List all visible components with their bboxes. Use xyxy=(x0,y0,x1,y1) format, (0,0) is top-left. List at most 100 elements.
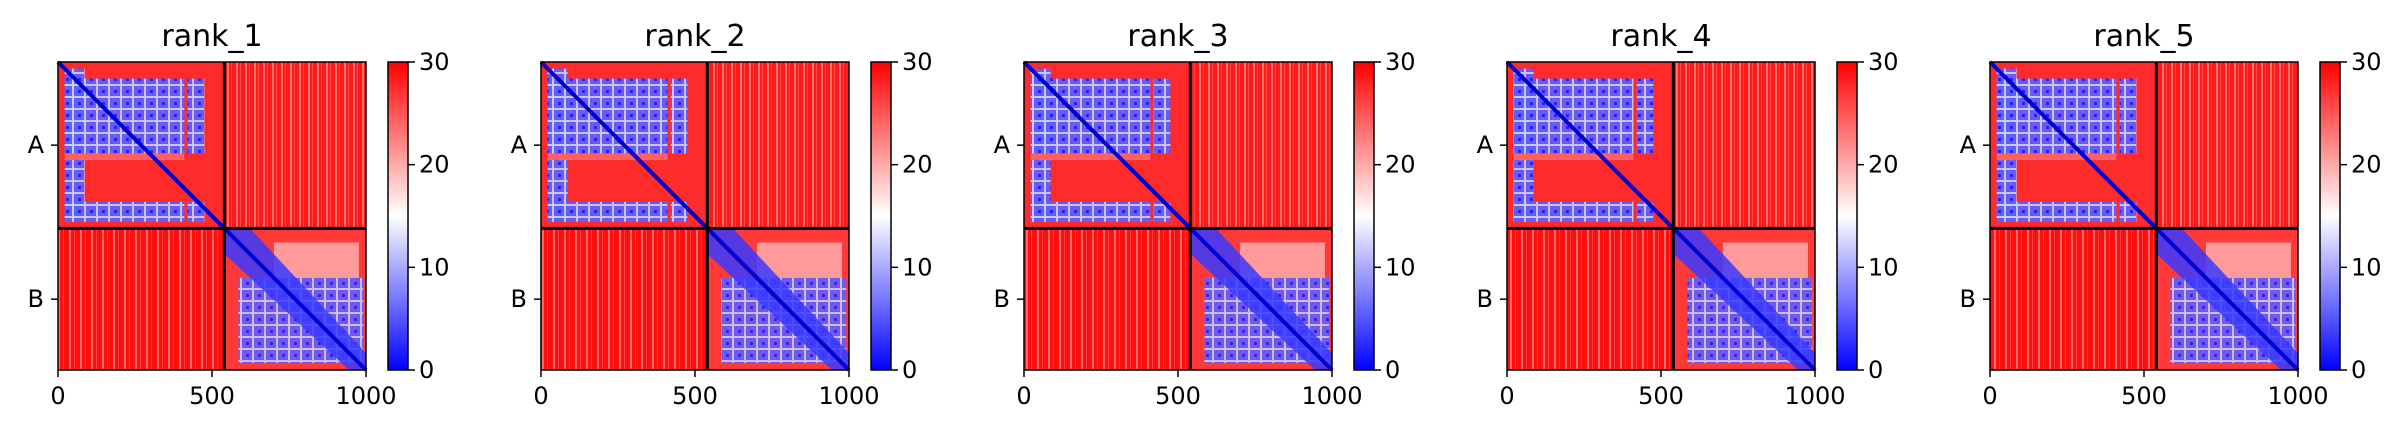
heatmap-aa-region-5 xyxy=(64,68,85,222)
heatmap-aa-region-3 xyxy=(547,201,668,222)
heatmap-aa-diagonal xyxy=(56,60,226,230)
colorbar xyxy=(387,61,409,371)
chain-label: B xyxy=(511,285,527,313)
heatmap-aa-gap xyxy=(1513,153,1634,161)
heatmap-block-ba xyxy=(1507,228,1674,370)
heatmap-block-ba xyxy=(58,228,225,370)
heatmap-aa-region-3 xyxy=(1030,201,1151,222)
x-tick-label: 0 xyxy=(1016,382,1031,410)
heatmap-aa-region-2 xyxy=(187,78,205,154)
x-tick-label: 0 xyxy=(533,382,548,410)
chain-label: A xyxy=(1477,131,1494,159)
chain-label: A xyxy=(511,131,528,159)
heatmap-aa-gap xyxy=(1996,153,2117,161)
panel-5: rank_5 0 500 1000 A B 0 10 20 30 xyxy=(1960,19,2382,410)
heatmap-aa-region-2 xyxy=(670,78,688,154)
colorbar xyxy=(2319,61,2341,371)
heatmap-aa-gap xyxy=(64,153,185,161)
heatmap-bb-diagonal xyxy=(2154,226,2300,372)
heatmap-aa-region-2 xyxy=(1636,78,1654,154)
heatmap-aa-region-5 xyxy=(1513,68,1534,222)
colorbar xyxy=(1836,61,1858,371)
chain-label: B xyxy=(28,285,44,313)
x-tick-label: 500 xyxy=(1638,382,1684,410)
heatmap-bb-diagonal xyxy=(1671,226,1817,372)
chain-label: A xyxy=(1960,131,1977,159)
x-tick-label: 1000 xyxy=(1784,382,1845,410)
colorbar-tick-label: 30 xyxy=(1868,48,1899,76)
colorbar-tick-label: 10 xyxy=(1385,253,1416,281)
heatmap-bb-diagonal xyxy=(705,226,851,372)
chain-label: A xyxy=(28,131,45,159)
x-tick-label: 500 xyxy=(1155,382,1201,410)
heatmap-block-ba xyxy=(541,228,708,370)
colorbar-tick-label: 10 xyxy=(902,253,933,281)
chain-label: B xyxy=(1477,285,1493,313)
panel-title: rank_4 xyxy=(1610,19,1711,54)
heatmap-aa-diagonal xyxy=(539,60,709,230)
colorbar xyxy=(870,61,892,371)
heatmap-block-ba xyxy=(1990,228,2157,370)
chain-label: B xyxy=(1960,285,1976,313)
colorbar-tick-label: 10 xyxy=(2351,253,2382,281)
heatmap-block-ab xyxy=(1673,62,1815,229)
colorbar-tick-label: 30 xyxy=(2351,48,2382,76)
chain-label: B xyxy=(994,285,1010,313)
heatmap-aa-region-5 xyxy=(547,68,568,222)
colorbar-tick-label: 0 xyxy=(419,356,434,384)
colorbar-tick-label: 20 xyxy=(2351,151,2382,179)
colorbar-tick-label: 10 xyxy=(1868,253,1899,281)
heatmap-block-ba xyxy=(1024,228,1191,370)
panel-title: rank_1 xyxy=(161,19,262,54)
heatmap-aa-region-5 xyxy=(1996,68,2017,222)
panel-4: rank_4 0 500 1000 A B 0 10 20 30 xyxy=(1477,19,1899,410)
x-tick-label: 500 xyxy=(2121,382,2167,410)
panel-1: rank_1 0 500 1000 A B 0 10 20 30 xyxy=(28,19,450,410)
colorbar-tick-label: 20 xyxy=(419,151,450,179)
x-tick-label: 1000 xyxy=(2267,382,2328,410)
colorbar-tick-label: 0 xyxy=(902,356,917,384)
colorbar xyxy=(1353,61,1375,371)
panel-2: rank_2 0 500 1000 A B 0 10 20 30 xyxy=(511,19,933,410)
colorbar-tick-label: 0 xyxy=(2351,356,2366,384)
x-tick-label: 0 xyxy=(1982,382,1997,410)
heatmap-aa-diagonal xyxy=(1022,60,1192,230)
x-tick-label: 0 xyxy=(50,382,65,410)
colorbar-tick-label: 0 xyxy=(1385,356,1400,384)
heatmap-aa-gap xyxy=(1030,153,1151,161)
colorbar-tick-label: 30 xyxy=(902,48,933,76)
colorbar-tick-label: 20 xyxy=(902,151,933,179)
x-tick-label: 500 xyxy=(189,382,235,410)
heatmap-aa-region-3 xyxy=(1996,201,2117,222)
x-tick-label: 0 xyxy=(1499,382,1514,410)
heatmap-block-ab xyxy=(224,62,366,229)
heatmap-block-ab xyxy=(707,62,849,229)
colorbar-tick-label: 20 xyxy=(1385,151,1416,179)
panel-title: rank_3 xyxy=(1127,19,1228,54)
heatmap-aa-region-5 xyxy=(1030,68,1051,222)
x-tick-label: 1000 xyxy=(818,382,879,410)
heatmap-aa-region-2 xyxy=(2119,78,2137,154)
heatmap-aa-gap xyxy=(547,153,668,161)
x-tick-label: 1000 xyxy=(1301,382,1362,410)
heatmap-block-ab xyxy=(1190,62,1332,229)
panel-title: rank_5 xyxy=(2093,19,2194,54)
colorbar-tick-label: 0 xyxy=(1868,356,1883,384)
colorbar-tick-label: 20 xyxy=(1868,151,1899,179)
heatmap-aa-region-3 xyxy=(1513,201,1634,222)
heatmap-bb-diagonal xyxy=(1188,226,1334,372)
colorbar-tick-label: 30 xyxy=(419,48,450,76)
panel-3: rank_3 0 500 1000 A B 0 10 20 30 xyxy=(994,19,1416,410)
colorbar-tick-label: 10 xyxy=(419,253,450,281)
heatmap-bb-diagonal xyxy=(222,226,368,372)
heatmap-aa-region-2 xyxy=(1153,78,1171,154)
heatmap-aa-region-3 xyxy=(64,201,185,222)
colorbar-tick-label: 30 xyxy=(1385,48,1416,76)
x-tick-label: 1000 xyxy=(335,382,396,410)
heatmap-block-ab xyxy=(2156,62,2298,229)
x-tick-label: 500 xyxy=(672,382,718,410)
heatmap-aa-diagonal xyxy=(1988,60,2158,230)
heatmap-aa-diagonal xyxy=(1505,60,1675,230)
